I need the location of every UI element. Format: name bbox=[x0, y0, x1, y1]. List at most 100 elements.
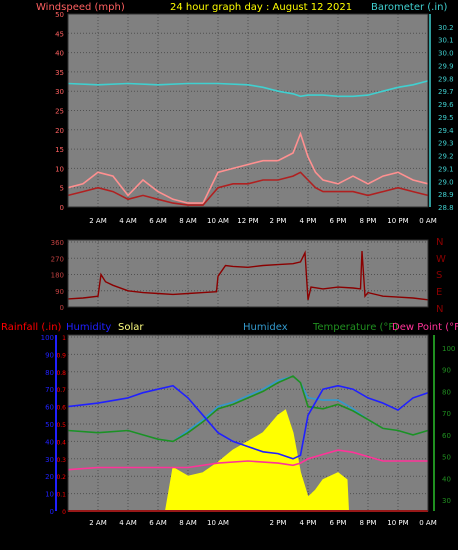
x-tick-label-bottom: 8 AM bbox=[179, 519, 197, 527]
rain-tick-label: 0.1 bbox=[56, 492, 66, 499]
direction-tick-label: 270 bbox=[51, 255, 64, 263]
wind-tick-label: 10 bbox=[55, 165, 64, 173]
x-tick-label-bottom: 4 PM bbox=[300, 519, 317, 527]
wind-tick-label: 15 bbox=[55, 146, 64, 154]
barometer-tick-label: 29.7 bbox=[438, 88, 454, 96]
barometer-tick-label: 29.4 bbox=[438, 127, 454, 135]
rain-tick-label: 0.6 bbox=[56, 405, 66, 412]
humidity-tick-label: 90 bbox=[45, 351, 54, 359]
plot-border bbox=[67, 13, 429, 208]
barometer-tick-label: 29.9 bbox=[438, 62, 454, 70]
humidity-tick-label: 30 bbox=[45, 456, 54, 464]
barometer-tick-label: 29.2 bbox=[438, 153, 454, 161]
rain-tick-label: 0 bbox=[62, 509, 66, 516]
barometer-tick-label: 29.1 bbox=[438, 165, 454, 173]
wind-average-line bbox=[67, 171, 429, 206]
rain-tick-label: 1 bbox=[62, 335, 66, 342]
humidity-tick-label: 100 bbox=[41, 334, 54, 342]
temperature-tick-label: 80 bbox=[442, 388, 451, 396]
legend-humidity: Humidity bbox=[66, 322, 111, 333]
wind-tick-label: 20 bbox=[55, 127, 64, 135]
compass-label: E bbox=[436, 287, 442, 298]
x-tick-label-bottom: 6 PM bbox=[330, 519, 347, 527]
plot-border bbox=[67, 334, 429, 512]
temperature-line bbox=[67, 375, 429, 443]
windspeed-axis-title: Windspeed (mph) bbox=[36, 2, 125, 13]
legend-dewpoint: Dew Point (°F bbox=[392, 322, 458, 333]
wind-direction-panel bbox=[67, 250, 429, 301]
wind-tick-label: 40 bbox=[55, 50, 64, 58]
wind-tick-label: 50 bbox=[55, 11, 64, 19]
wind-tick-label: 5 bbox=[60, 185, 64, 193]
humidity-tick-label: 60 bbox=[45, 404, 54, 412]
compass-label: W bbox=[436, 254, 446, 265]
x-tick-label-bottom: 10 PM bbox=[387, 519, 408, 527]
barometer-tick-label: 29.3 bbox=[438, 140, 454, 148]
wind-tick-label: 45 bbox=[55, 30, 64, 38]
x-tick-label: 2 PM bbox=[270, 217, 287, 225]
direction-tick-label: 0 bbox=[60, 304, 64, 312]
x-tick-label-bottom: 8 PM bbox=[360, 519, 377, 527]
direction-tick-label: 360 bbox=[51, 239, 64, 247]
legend-temperature: Temperature (°F) bbox=[312, 322, 398, 333]
x-tick-label-bottom: 10 AM bbox=[207, 519, 229, 527]
barometer-line bbox=[67, 80, 429, 98]
temperature-tick-label: 40 bbox=[442, 475, 451, 483]
graph-title: 24 hour graph day : August 12 2021 bbox=[170, 2, 352, 13]
humidity-tick-label: 40 bbox=[45, 438, 54, 446]
x-tick-label: 6 AM bbox=[149, 217, 167, 225]
x-tick-label: 8 PM bbox=[360, 217, 377, 225]
dewpoint-line bbox=[67, 449, 428, 471]
temperature-tick-label: 60 bbox=[442, 432, 451, 440]
wind-tick-label: 35 bbox=[55, 69, 64, 77]
temperature-tick-label: 90 bbox=[442, 367, 451, 375]
wind-gust-line bbox=[67, 131, 429, 204]
x-tick-label-bottom: 6 AM bbox=[149, 519, 167, 527]
rain-tick-label: 0.8 bbox=[56, 370, 66, 377]
x-tick-label-bottom: 2 PM bbox=[270, 519, 287, 527]
humidity-tick-label: 70 bbox=[45, 386, 54, 394]
legend-rainfall: Rainfall (.in) bbox=[1, 322, 62, 333]
barometer-tick-label: 30.1 bbox=[438, 37, 454, 45]
rain-tick-label: 0.9 bbox=[56, 352, 66, 359]
x-tick-label: 0 AM bbox=[419, 217, 437, 225]
rain-tick-label: 0.7 bbox=[56, 387, 66, 394]
wind-tick-label: 25 bbox=[55, 108, 64, 116]
x-tick-label: 10 PM bbox=[387, 217, 408, 225]
compass-label: S bbox=[436, 270, 442, 281]
temperature-tick-label: 30 bbox=[442, 497, 451, 505]
x-tick-label-bottom: 2 AM bbox=[89, 519, 107, 527]
rain-tick-label: 0.5 bbox=[56, 422, 66, 429]
compass-label: N bbox=[436, 304, 443, 315]
x-tick-label: 4 PM bbox=[300, 217, 317, 225]
x-tick-label: 4 AM bbox=[119, 217, 137, 225]
rain-tick-label: 0.4 bbox=[56, 439, 66, 446]
rain-tick-label: 0.2 bbox=[56, 474, 66, 481]
wind-tick-label: 0 bbox=[60, 204, 64, 212]
wind-barometer-panel bbox=[67, 80, 429, 206]
x-tick-label: 10 AM bbox=[207, 217, 229, 225]
direction-tick-label: 180 bbox=[51, 272, 64, 280]
humidity-tick-label: 0 bbox=[50, 508, 54, 516]
barometer-tick-label: 30.0 bbox=[438, 50, 454, 58]
wind-direction-line bbox=[67, 250, 429, 301]
x-tick-label-bottom: 4 AM bbox=[119, 519, 137, 527]
temperature-tick-label: 70 bbox=[442, 410, 451, 418]
temperature-tick-label: 100 bbox=[442, 345, 455, 353]
humidity-tick-label: 50 bbox=[45, 421, 54, 429]
direction-tick-label: 90 bbox=[55, 288, 64, 296]
humidity-tick-label: 10 bbox=[45, 491, 54, 499]
barometer-tick-label: 29.6 bbox=[438, 101, 454, 109]
legend-solar: Solar bbox=[118, 322, 144, 333]
humidity-line bbox=[67, 384, 429, 460]
barometer-tick-label: 29.0 bbox=[438, 178, 454, 186]
humidity-tick-label: 80 bbox=[45, 369, 54, 377]
legend-humidex: Humidex bbox=[243, 322, 288, 333]
x-tick-label-bottom: 0 AM bbox=[419, 519, 437, 527]
plot-border bbox=[67, 239, 429, 308]
barometer-tick-label: 30.2 bbox=[438, 24, 454, 32]
barometer-tick-label: 28.8 bbox=[438, 204, 454, 212]
barometer-tick-label: 28.9 bbox=[438, 191, 454, 199]
